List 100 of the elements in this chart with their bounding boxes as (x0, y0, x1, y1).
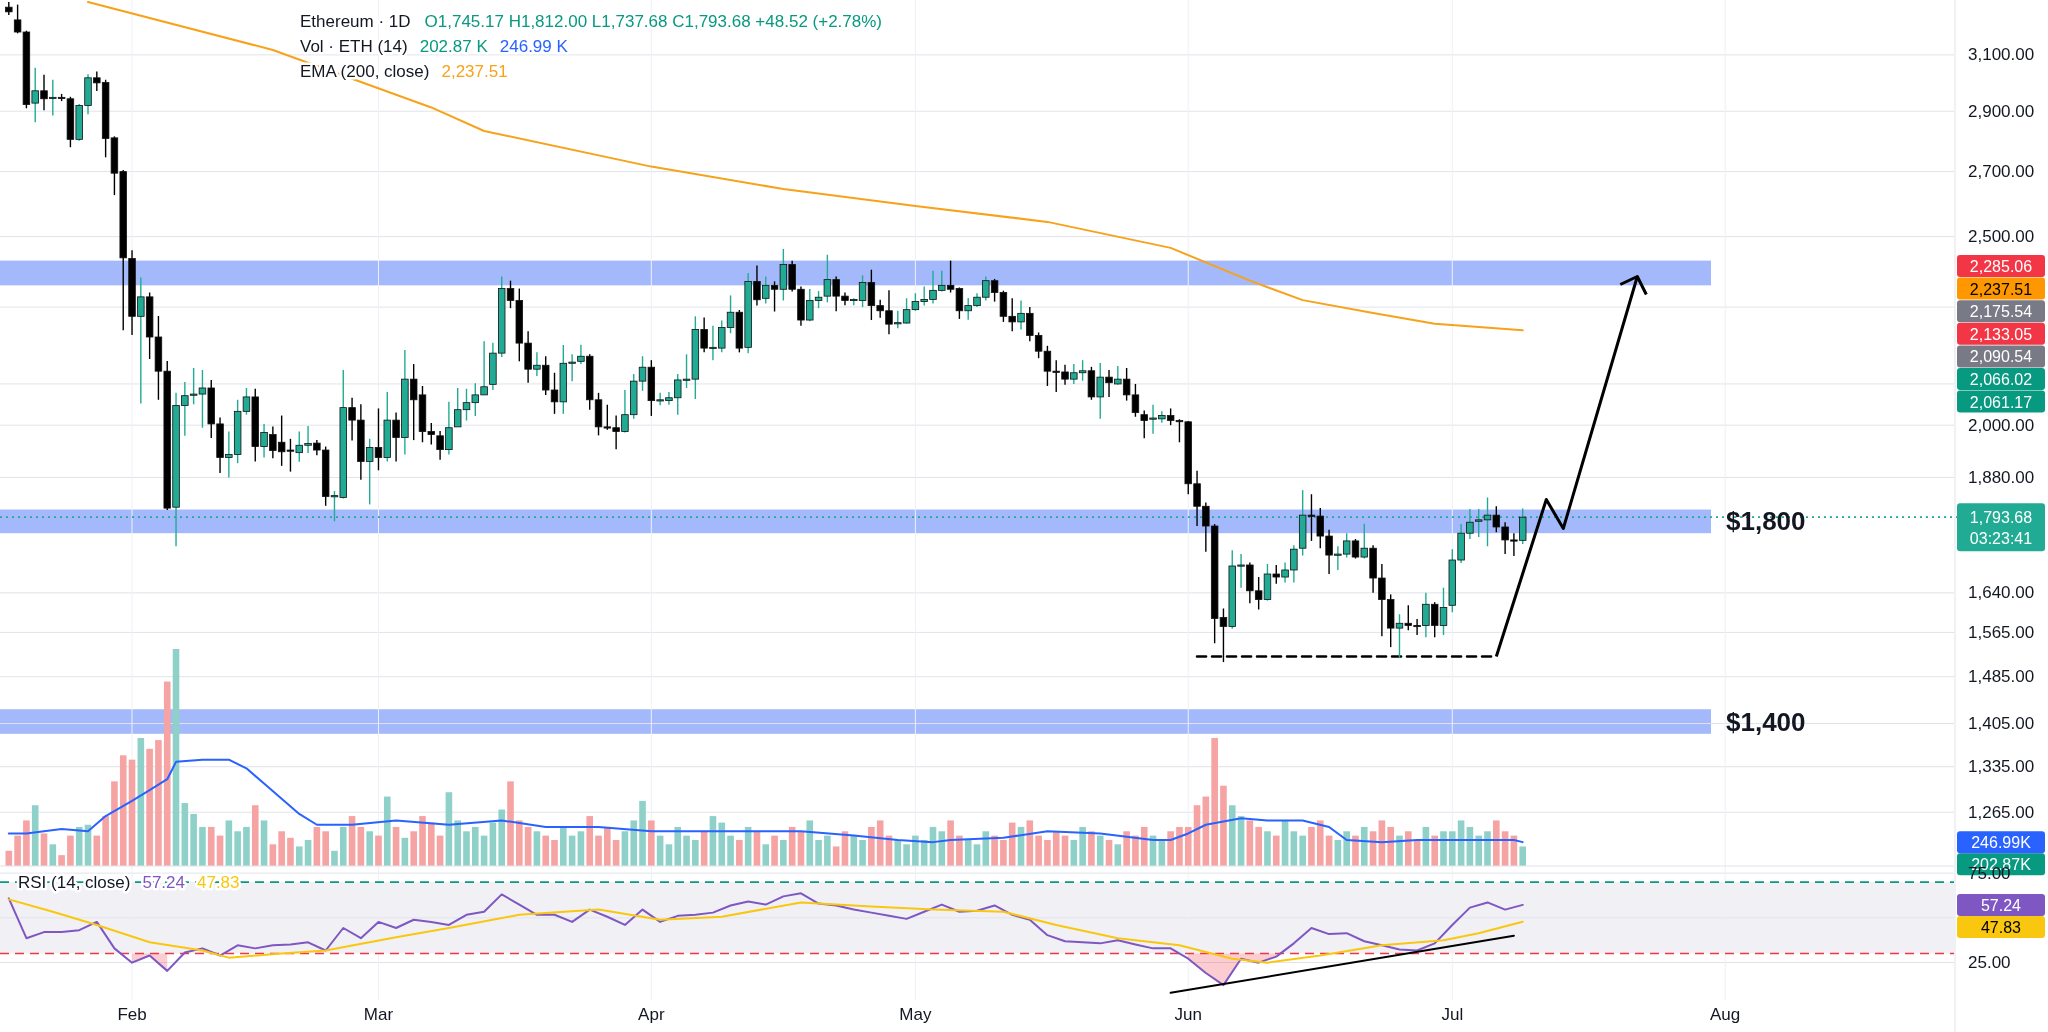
bar (163, 681, 171, 866)
text: 2,133.05 (1969, 325, 2033, 343)
bar (463, 831, 470, 866)
bar (1264, 831, 1271, 866)
bar (1123, 831, 1130, 866)
band-label: $1,400 (1726, 706, 1806, 737)
bar (1246, 820, 1254, 866)
bar (912, 835, 919, 866)
bar (1387, 826, 1394, 866)
bar (1493, 820, 1500, 866)
bar (155, 740, 162, 866)
bar (1519, 846, 1527, 866)
bar (1396, 835, 1403, 866)
bar (366, 831, 373, 866)
band-label: $1,800 (1726, 506, 1806, 537)
bar (762, 844, 770, 866)
chart-title: Vol · ETH (14) (300, 37, 408, 56)
annotation: 2,237.51 (441, 62, 508, 81)
bar (692, 839, 699, 866)
bar (736, 839, 743, 866)
x-tick-label: Jul (1441, 1005, 1464, 1024)
bar (586, 816, 594, 866)
bar (472, 826, 479, 866)
bar (1475, 835, 1482, 866)
text: 2,061.17 (1969, 393, 2033, 411)
bar (383, 796, 391, 866)
text: 2,285.06 (1969, 258, 2033, 275)
bar (1272, 835, 1280, 866)
bar (1044, 839, 1051, 866)
x-tick-label: May (899, 1005, 932, 1024)
bar (1360, 826, 1368, 866)
bar (1431, 835, 1438, 866)
y-tick-label: 1,265.00 (1968, 802, 2035, 822)
annotation: 47.83 (196, 873, 240, 892)
bar (454, 820, 461, 866)
bar (727, 835, 734, 866)
text: Ethereum · 1D (300, 12, 411, 31)
bar (287, 837, 294, 866)
bar (234, 831, 241, 866)
bar (991, 835, 998, 866)
bar (190, 813, 197, 866)
bar (868, 826, 875, 866)
y-tick-label: 3,100.00 (1968, 45, 2035, 65)
bar (683, 835, 690, 866)
bar (894, 839, 902, 866)
bar (207, 826, 215, 866)
bar (859, 839, 866, 866)
bar (1299, 835, 1306, 866)
series-label: EMA (200, close) (300, 62, 430, 81)
bar (251, 805, 259, 866)
bar (1308, 826, 1315, 866)
text: 2,090.54 (1969, 348, 2033, 366)
bar (67, 835, 74, 866)
bar (111, 781, 118, 866)
bar (903, 844, 910, 866)
y-tick-label: 2,900.00 (1968, 101, 2035, 121)
bar (1176, 826, 1183, 866)
bar (498, 809, 505, 866)
bar (938, 831, 946, 866)
bar (1052, 831, 1060, 866)
bar (542, 835, 550, 866)
annotation: 202.87 K (419, 37, 489, 56)
annotation: 246.99 K (499, 37, 569, 56)
y-tick-label: 1,640.00 (1968, 583, 2035, 603)
bar (427, 822, 435, 866)
bar (947, 820, 954, 866)
text: 2,237.51 (1969, 280, 2033, 298)
bar (260, 820, 268, 866)
bar (850, 835, 858, 866)
bar (1167, 831, 1174, 866)
bar (1404, 831, 1412, 866)
bar (243, 826, 250, 866)
annotation: 57.24 (142, 873, 185, 892)
bar (1035, 835, 1042, 866)
bar (199, 826, 206, 866)
bar (595, 835, 602, 866)
bar (1096, 835, 1104, 866)
bar (181, 803, 189, 866)
text: 03:23:41 (1969, 530, 2033, 548)
bar (648, 820, 655, 866)
bar (146, 748, 153, 866)
bar (14, 835, 21, 866)
text: 2,066.02 (1969, 371, 2033, 388)
bar (295, 846, 303, 866)
bar (1316, 820, 1324, 866)
bar (58, 855, 65, 866)
bar (507, 781, 514, 866)
x-tick-label: Feb (117, 1005, 147, 1024)
bar (1184, 826, 1192, 866)
bar (516, 820, 523, 866)
bar (1000, 839, 1007, 866)
bar (1484, 831, 1491, 866)
x-tick-label: Jun (1174, 1005, 1202, 1024)
bar (630, 820, 638, 866)
bar (225, 820, 233, 866)
text: 246.99K (1971, 834, 2032, 852)
bar (1211, 737, 1218, 866)
bar (23, 820, 30, 866)
bar (331, 850, 338, 866)
bar (1449, 831, 1456, 866)
